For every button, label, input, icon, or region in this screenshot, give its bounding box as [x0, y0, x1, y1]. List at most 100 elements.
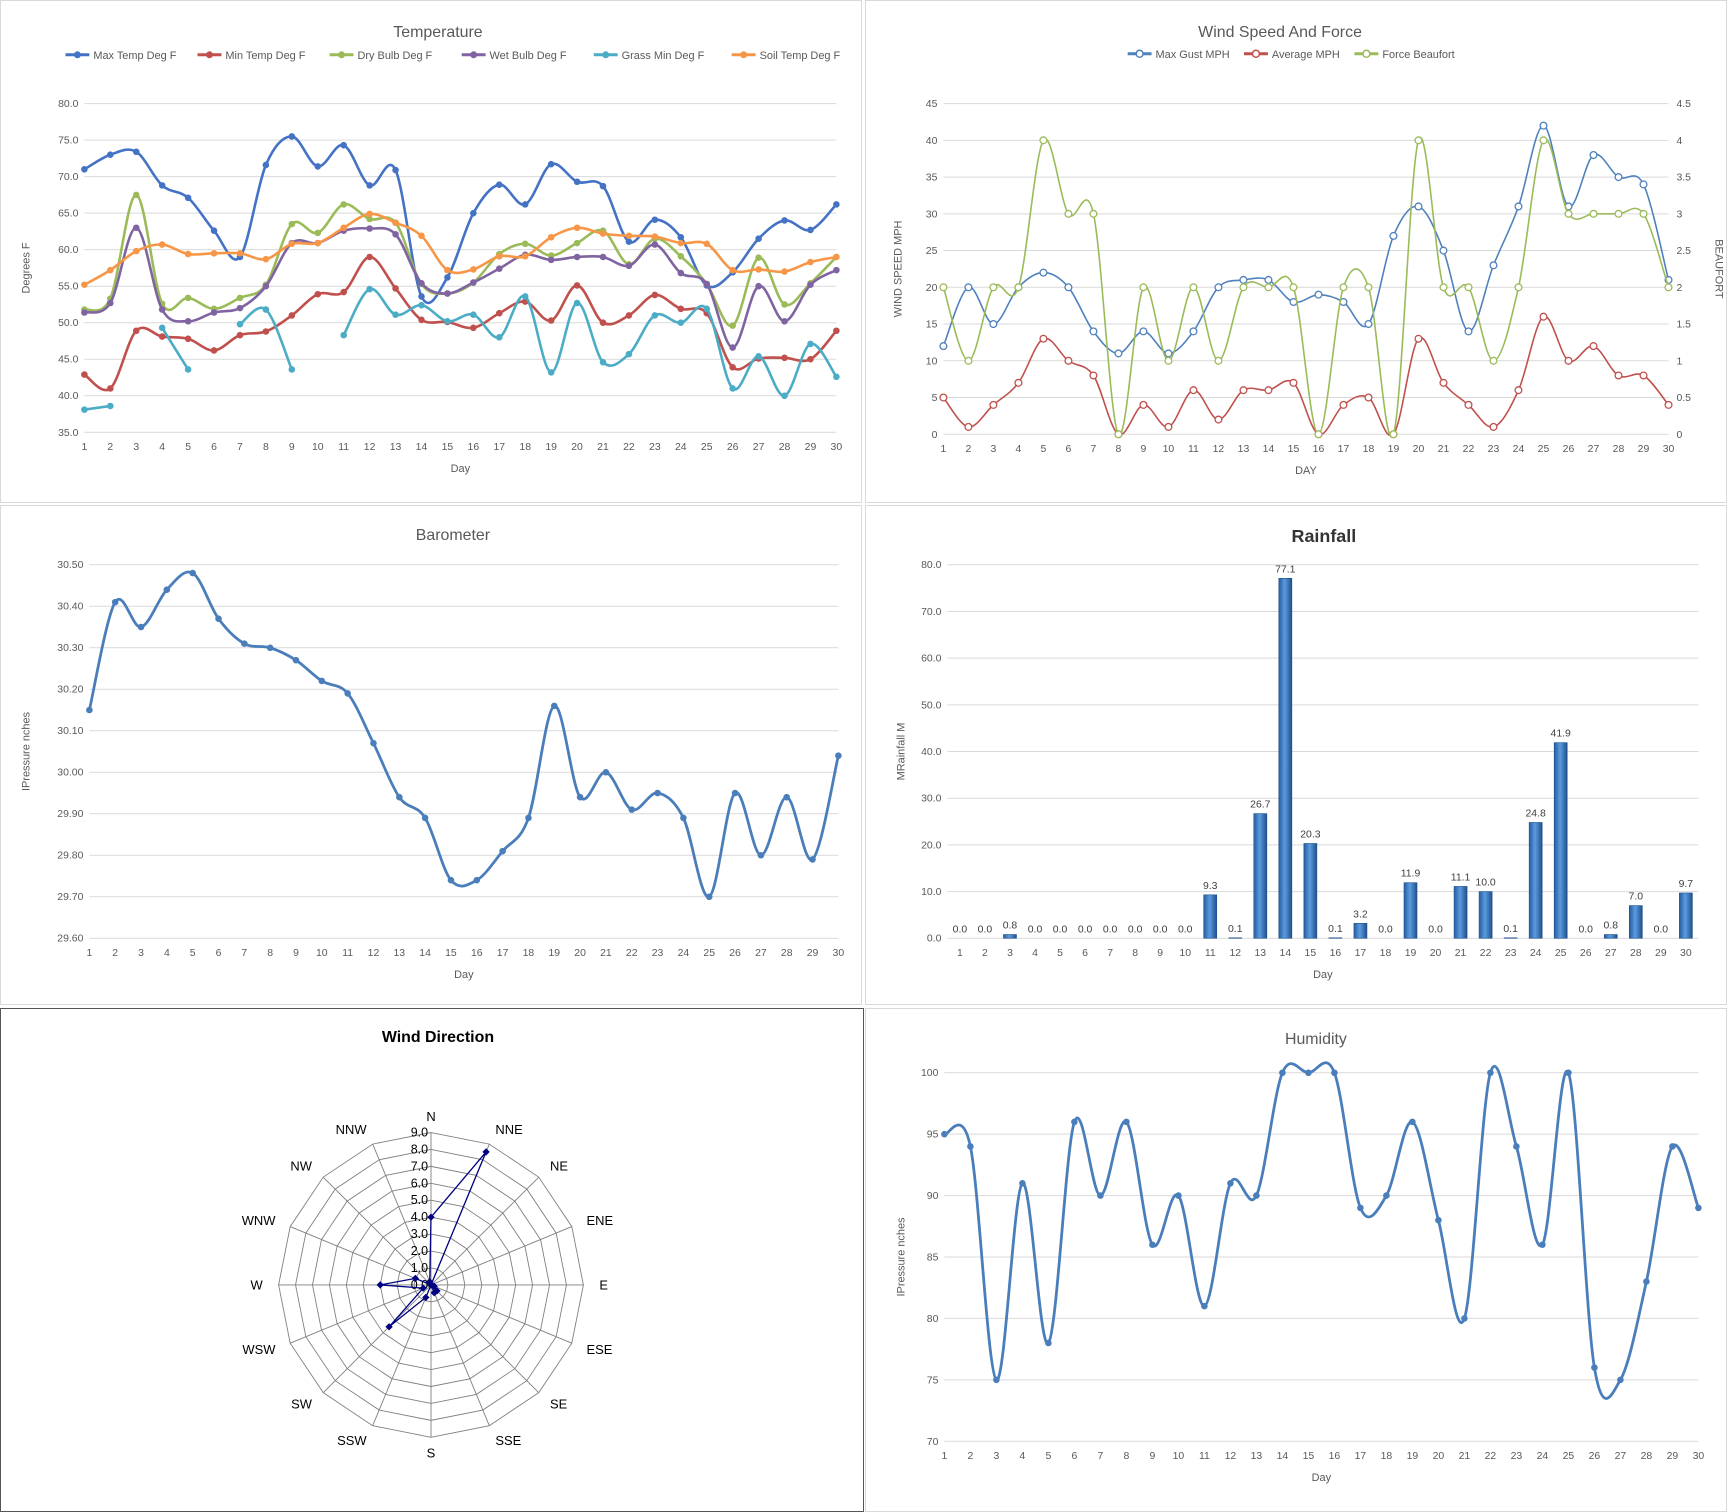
x-tick-label: 16: [1329, 1451, 1341, 1462]
x-tick-label: 28: [1613, 444, 1625, 455]
y-tick-label: 30.0: [921, 794, 942, 805]
radar-series: [380, 1151, 487, 1328]
data-point: [550, 702, 558, 710]
x-axis-title: Day: [1312, 1472, 1332, 1484]
data-point: [705, 893, 713, 901]
wind-direction-chart-svg: Wind Direction N NNE NE ENE E ESE SE SSE S SSW SW WS…: [242, 1029, 614, 1461]
data-point: [107, 266, 114, 274]
legend-label: Soil Temp Deg F: [760, 50, 841, 62]
data-point: [939, 342, 948, 351]
series-line: [161, 327, 190, 371]
data-point: [236, 250, 244, 257]
data-point: [184, 194, 192, 202]
x-tick-label: 17: [1338, 444, 1350, 455]
radar-point: [411, 1274, 420, 1283]
data-point: [755, 282, 762, 290]
data-point: [266, 644, 274, 652]
radial-tick-label: 1.0: [411, 1261, 428, 1275]
x-tick-label: 4: [1019, 1451, 1025, 1462]
bar: [1253, 813, 1268, 939]
data-point: [418, 232, 425, 240]
data-point: [941, 1130, 948, 1138]
x-tick-label: 5: [1041, 444, 1047, 455]
y-tick-label: 70.0: [921, 607, 942, 618]
x-tick-label: 28: [781, 948, 793, 959]
radar-point: [422, 1293, 430, 1302]
y-tick-label: 40.0: [921, 747, 942, 758]
y-axis-title: IPressure nches: [896, 1217, 908, 1297]
x-tick-label: 21: [600, 948, 612, 959]
data-point: [1414, 136, 1423, 145]
data-point: [703, 305, 711, 313]
data-point: [651, 216, 659, 224]
data-point: [677, 252, 685, 260]
x-tick-label: 11: [1188, 444, 1199, 455]
data-point: [1089, 209, 1098, 218]
x-tick-label: 3: [138, 948, 144, 959]
x-tick-label: 8: [1116, 444, 1122, 455]
y-tick-label: 50.0: [58, 318, 79, 329]
direction-label: WSW: [242, 1342, 276, 1357]
data-point: [1589, 342, 1598, 351]
data-point: [340, 201, 347, 208]
data-label: 3.2: [1353, 909, 1368, 920]
radar-spoke: [430, 1284, 540, 1393]
data-point: [677, 305, 685, 313]
x-tick-label: 10: [1163, 444, 1175, 455]
data-point: [1539, 136, 1548, 145]
series-5: [81, 285, 840, 413]
x-tick-label: 14: [1280, 948, 1292, 959]
data-point: [314, 229, 322, 237]
x-tick-label: 27: [753, 442, 765, 453]
x-tick-label: 8: [1123, 1451, 1129, 1462]
data-label: 0.0: [1378, 924, 1393, 935]
x-tick-label: 13: [1254, 948, 1266, 959]
data-point: [1239, 275, 1248, 284]
y-tick-label: 45: [926, 99, 938, 110]
data-label: 0.0: [1078, 924, 1093, 935]
data-point: [495, 334, 503, 341]
data-point: [602, 768, 610, 776]
data-point: [939, 393, 948, 402]
data-point: [729, 266, 736, 274]
data-point: [1487, 1069, 1494, 1077]
data-point: [158, 241, 166, 248]
y2-tick-label: 0.5: [1676, 393, 1691, 404]
x-tick-label: 15: [442, 442, 454, 453]
data-point: [1164, 349, 1173, 358]
radar-spoke: [430, 1284, 490, 1426]
data-label: 0.8: [1604, 921, 1619, 932]
data-point: [1139, 283, 1148, 292]
x-tick-label: 23: [1488, 444, 1500, 455]
x-tick-label: 15: [1305, 948, 1317, 959]
x-tick-label: 9: [1141, 444, 1147, 455]
x-tick-label: 11: [342, 948, 353, 959]
data-point: [314, 239, 322, 247]
data-point: [396, 793, 403, 801]
radar-spoke: [290, 1226, 432, 1286]
data-point: [1089, 327, 1098, 336]
y-tick-label: 55.0: [58, 282, 79, 293]
data-point: [418, 316, 425, 324]
data-point: [344, 690, 351, 697]
data-label: 41.9: [1551, 729, 1572, 740]
x-tick-label: 1: [941, 1451, 947, 1462]
data-point: [418, 293, 425, 300]
x-tick-label: 3: [1007, 948, 1013, 959]
data-point: [1314, 430, 1323, 439]
rainfall-chart-svg: Rainfall0.010.020.030.040.050.060.070.08…: [896, 526, 1699, 981]
data-point: [1513, 1143, 1520, 1150]
y-tick-label: 0: [932, 430, 938, 441]
radar-point: [376, 1281, 384, 1289]
barometer-chart: Barometer 29.60 29.70 29.80 29.90 30.00 30.10 3…: [0, 505, 862, 1005]
data-point: [1014, 283, 1023, 292]
y-tick-label: 29.80: [57, 851, 83, 862]
radial-tick-label: 2.0: [411, 1244, 428, 1258]
data-point: [236, 304, 244, 312]
series-line: [83, 255, 838, 392]
x-tick-label: 20: [571, 442, 583, 453]
data-label: 0.0: [953, 924, 968, 935]
data-point: [964, 356, 973, 365]
data-label: 0.0: [1128, 924, 1143, 935]
data-point: [1071, 1118, 1078, 1126]
